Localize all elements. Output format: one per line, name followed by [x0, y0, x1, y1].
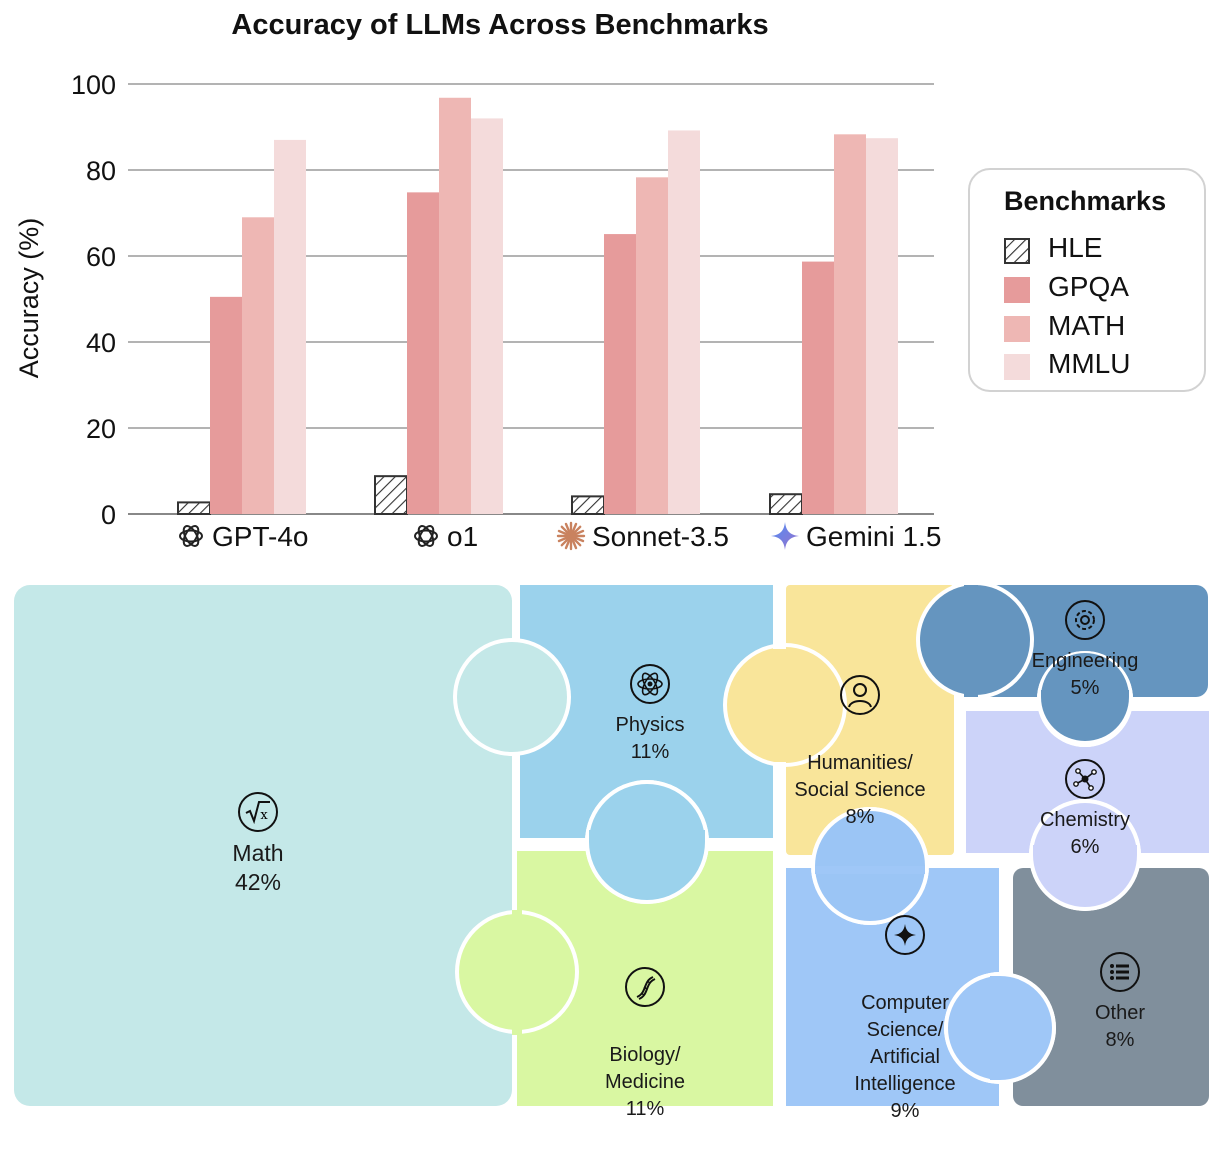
- subject-name: Computer Science/ Artificial Intelligenc…: [854, 992, 956, 1095]
- bar-chart: 0 20 40 60 80 100 Accuracy of LLMs Across Ben…: [14, 9, 934, 530]
- legend-swatch-hle: [1004, 238, 1030, 264]
- label-chemistry: Chemistry 6%: [1005, 757, 1165, 861]
- svg-text:x: x: [260, 808, 268, 823]
- bar-mmlu-3: [866, 138, 898, 514]
- bar-hle-2: [571, 495, 605, 515]
- label-biology: Biology/ Medicine 11%: [565, 938, 725, 1150]
- y-tick-label: 100: [71, 70, 116, 100]
- subject-pct: 11%: [625, 1098, 665, 1120]
- tile-math-notch: [455, 910, 579, 1034]
- legend-title: Benchmarks: [1004, 186, 1167, 216]
- bar-gpqa-1: [407, 192, 439, 515]
- legend-label: MATH: [1048, 310, 1126, 341]
- openai-logo-icon: [414, 525, 438, 547]
- subject-name: Math: [232, 840, 284, 866]
- tile-math-tab: [457, 642, 567, 752]
- y-tick-label: 40: [86, 328, 116, 358]
- legend-label: HLE: [1048, 232, 1103, 263]
- subject-name: Engineering: [1031, 650, 1139, 672]
- x-tick-o1: o1: [411, 521, 478, 557]
- tile-math-tab-top: [457, 642, 567, 752]
- legend-swatch-gpqa: [1004, 277, 1030, 303]
- bar-mmlu-2: [668, 130, 700, 514]
- tile-physics-tab-top: [589, 784, 705, 900]
- atom-icon: [630, 664, 670, 704]
- list-icon: [1100, 952, 1140, 992]
- square-root-icon: x: [238, 792, 278, 832]
- subject-name: Biology/ Medicine: [604, 1044, 686, 1093]
- x-tick-label: GPT-4o: [212, 521, 309, 552]
- x-tick-label: Gemini 1.5: [806, 521, 942, 552]
- bar-gpqa-0: [210, 296, 242, 514]
- legend-swatch-math: [1004, 316, 1030, 342]
- chart-title: Accuracy of LLMs Across Benchmarks: [231, 9, 768, 41]
- bar-hle-0: [177, 501, 211, 516]
- tile-physics-notch: [453, 638, 571, 756]
- label-other: Other 8%: [1040, 950, 1200, 1054]
- person-icon: [840, 675, 880, 715]
- subject-name: Other: [1094, 1002, 1146, 1024]
- subject-pct: 8%: [845, 806, 875, 828]
- subject-pct: 5%: [1070, 677, 1100, 699]
- anthropic-logo-icon: [556, 521, 586, 551]
- legend-label: GPQA: [1048, 271, 1129, 302]
- bar-hle-3: [769, 493, 803, 516]
- openai-logo-icon: [179, 525, 203, 547]
- bar-math-0: [242, 217, 274, 515]
- bar-math-1: [439, 97, 471, 514]
- subject-pct: 11%: [630, 741, 670, 763]
- y-axis-label: Accuracy (%): [14, 218, 44, 379]
- dna-icon: [625, 967, 665, 1007]
- subject-name: Chemistry: [1039, 809, 1130, 831]
- tile-biology-tab-2: [459, 914, 575, 1030]
- tile-biology-notch: [585, 780, 709, 904]
- y-tick-label: 80: [86, 156, 116, 186]
- gear-icon: [1065, 600, 1105, 640]
- bar-mmlu-0: [274, 139, 306, 514]
- legend-swatch-mmlu: [1004, 354, 1030, 380]
- label-physics: Physics 11%: [570, 662, 730, 766]
- bar-hle-1: [374, 475, 408, 516]
- subject-name: Humanities/ Social Science: [794, 752, 926, 801]
- subject-name: Physics: [615, 714, 685, 736]
- gemini-logo-icon: [771, 522, 799, 550]
- legend-label: MMLU: [1048, 348, 1131, 379]
- y-tick-label: 60: [86, 242, 116, 272]
- subject-pct: 8%: [1105, 1029, 1135, 1051]
- label-math: x Math 42%: [178, 790, 338, 896]
- tile-physics-tab: [589, 784, 705, 900]
- x-tick-gemini: Gemini 1.5: [770, 521, 941, 557]
- bar-math-2: [636, 177, 668, 514]
- subject-pct: 9%: [890, 1100, 920, 1122]
- molecule-icon: [1065, 759, 1105, 799]
- sparkle-icon: [885, 915, 925, 955]
- x-tick-label: Sonnet-3.5: [592, 521, 729, 552]
- label-cs: Computer Science/ Artificial Intelligenc…: [815, 886, 995, 1152]
- bar-mmlu-1: [471, 118, 503, 515]
- x-tick-gpt-4o: GPT-4o: [176, 521, 308, 557]
- x-tick-sonnet: Sonnet-3.5: [556, 521, 729, 557]
- label-humanities: Humanities/ Social Science 8%: [770, 646, 950, 858]
- bar-gpqa-2: [604, 234, 636, 514]
- bar-math-3: [834, 134, 866, 514]
- y-tick-label: 20: [86, 414, 116, 444]
- label-engineering: Engineering 5%: [1005, 598, 1165, 702]
- tile-biology-tab: [459, 914, 575, 1030]
- x-tick-label: o1: [447, 521, 479, 552]
- chart-legend: Benchmarks HLE GPQA MATH MMLU: [968, 168, 1206, 392]
- y-tick-label: 0: [101, 500, 116, 530]
- subject-pct: 6%: [1070, 836, 1100, 858]
- bar-gpqa-3: [802, 261, 834, 514]
- subject-pct: 42%: [234, 869, 282, 895]
